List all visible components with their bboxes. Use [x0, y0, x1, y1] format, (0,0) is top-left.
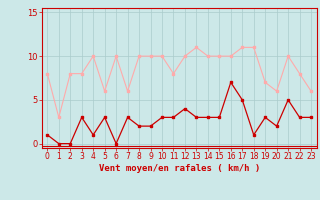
X-axis label: Vent moyen/en rafales ( km/h ): Vent moyen/en rafales ( km/h ) [99, 164, 260, 173]
